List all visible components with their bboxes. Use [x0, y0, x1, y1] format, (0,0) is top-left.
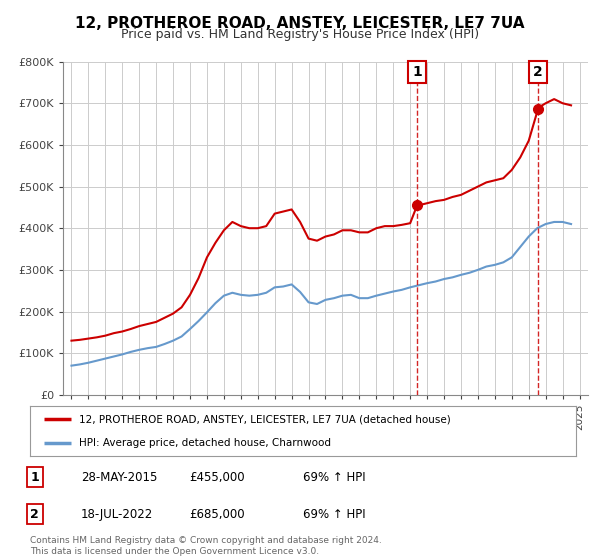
Text: 18-JUL-2022: 18-JUL-2022	[81, 507, 153, 521]
Text: 12, PROTHEROE ROAD, ANSTEY, LEICESTER, LE7 7UA: 12, PROTHEROE ROAD, ANSTEY, LEICESTER, L…	[75, 16, 525, 31]
Text: 1: 1	[31, 470, 39, 484]
Text: Price paid vs. HM Land Registry's House Price Index (HPI): Price paid vs. HM Land Registry's House …	[121, 28, 479, 41]
Text: £685,000: £685,000	[189, 507, 245, 521]
Text: This data is licensed under the Open Government Licence v3.0.: This data is licensed under the Open Gov…	[30, 547, 319, 556]
Text: 69% ↑ HPI: 69% ↑ HPI	[303, 470, 365, 484]
Text: 2: 2	[31, 507, 39, 521]
Text: 2: 2	[533, 65, 543, 79]
Text: 12, PROTHEROE ROAD, ANSTEY, LEICESTER, LE7 7UA (detached house): 12, PROTHEROE ROAD, ANSTEY, LEICESTER, L…	[79, 414, 451, 424]
Text: 69% ↑ HPI: 69% ↑ HPI	[303, 507, 365, 521]
Text: HPI: Average price, detached house, Charnwood: HPI: Average price, detached house, Char…	[79, 438, 331, 449]
Text: 1: 1	[412, 65, 422, 79]
Text: 28-MAY-2015: 28-MAY-2015	[81, 470, 157, 484]
Text: Contains HM Land Registry data © Crown copyright and database right 2024.: Contains HM Land Registry data © Crown c…	[30, 536, 382, 545]
Text: £455,000: £455,000	[189, 470, 245, 484]
